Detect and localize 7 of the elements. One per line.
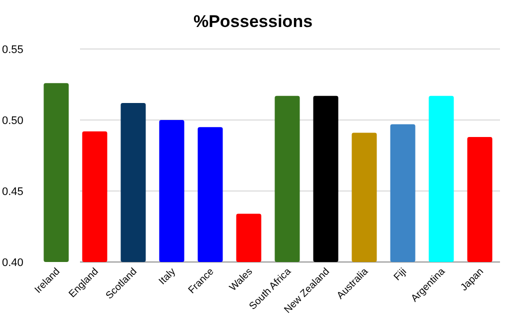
y-tick-label: 0.45: [2, 186, 24, 198]
y-tick-label: 0.40: [2, 257, 24, 269]
chart-title: %Possessions: [193, 12, 313, 31]
y-tick-label: 0.55: [2, 44, 24, 56]
x-tick-label: Italy: [157, 266, 178, 288]
x-tick-label: Fiji: [392, 266, 409, 284]
y-tick-label: 0.50: [2, 115, 24, 127]
